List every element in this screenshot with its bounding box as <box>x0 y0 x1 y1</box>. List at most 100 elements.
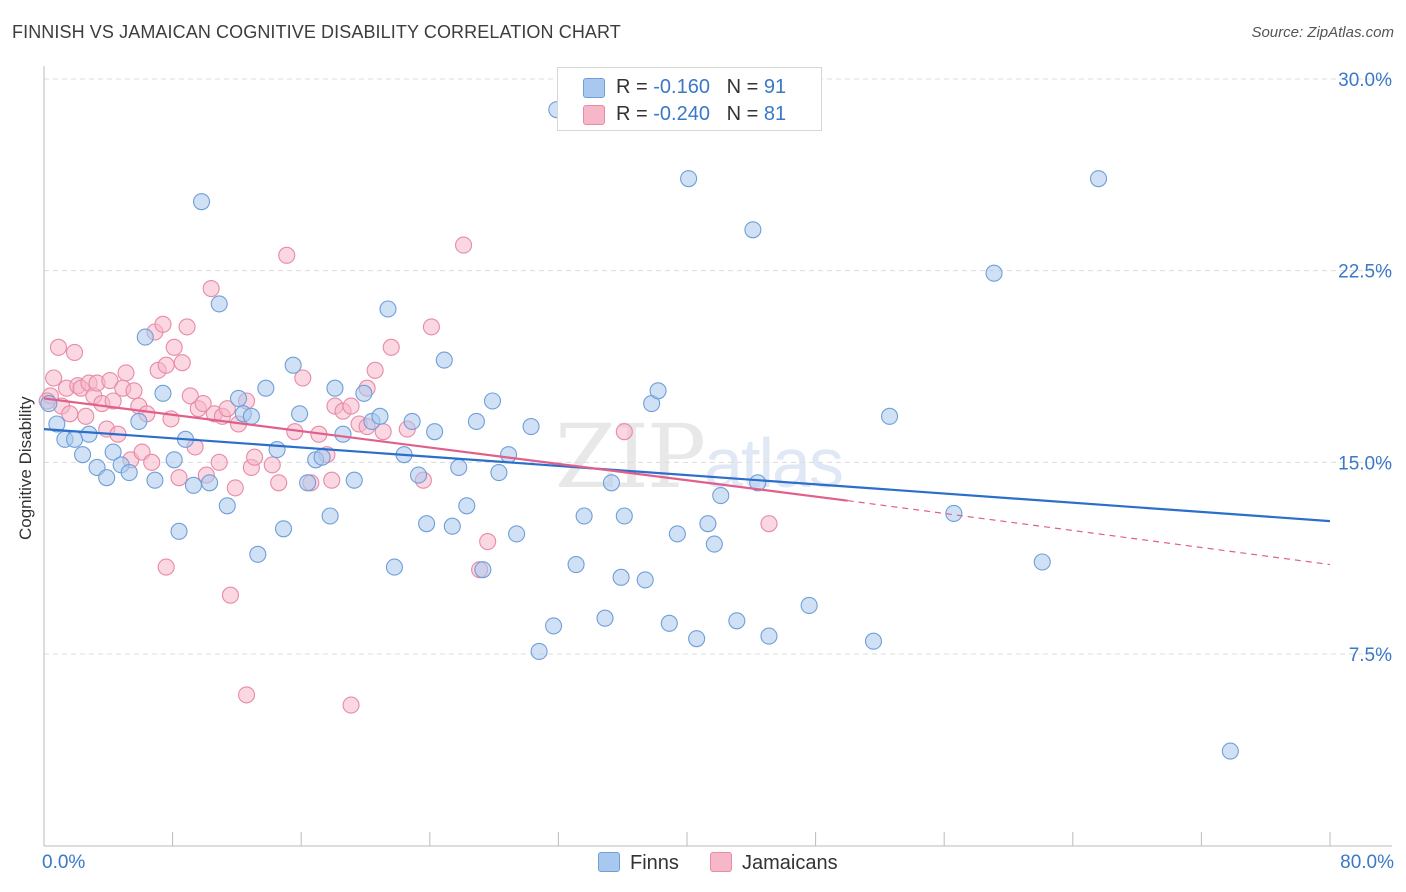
legend-item-jamaicans[interactable]: Jamaicans <box>710 852 838 875</box>
jamaicans-point <box>422 318 440 336</box>
n-value: 91 <box>763 76 787 98</box>
jamaicans-legend-swatch <box>710 852 732 872</box>
r-label: R = <box>616 103 654 125</box>
finns-point <box>575 507 593 525</box>
jamaicans-point <box>342 696 360 714</box>
jamaicans-point <box>104 392 122 410</box>
finns-point <box>500 446 518 464</box>
finns-point <box>490 464 508 482</box>
finns-point <box>483 392 502 410</box>
finns-point <box>80 425 98 443</box>
jamaicans-point <box>178 318 196 336</box>
n-value: 81 <box>763 103 787 125</box>
finns-point <box>545 617 563 635</box>
finns-point <box>242 407 260 425</box>
finns-point <box>749 474 767 492</box>
jamaicans-point <box>157 356 175 374</box>
finns-point <box>435 351 453 369</box>
finns-point <box>249 545 267 563</box>
finns-point <box>257 379 275 397</box>
finns-point <box>120 464 138 482</box>
finns-point <box>165 451 183 469</box>
finns-point <box>744 221 762 239</box>
x-tick-label-min: 0.0% <box>42 852 86 873</box>
finns-point <box>74 446 92 464</box>
n-label: N = <box>726 76 764 98</box>
jamaicans-point <box>77 407 95 425</box>
jamaicans-point <box>278 246 296 264</box>
jamaicans-point <box>170 469 188 487</box>
r-value: -0.240 <box>653 103 710 125</box>
jamaicans-point <box>210 453 228 471</box>
r-label: R = <box>616 76 654 98</box>
finns-point <box>170 522 188 540</box>
finns-point <box>712 487 730 505</box>
jamaicans-point <box>125 382 143 400</box>
source-credit: Source: ZipAtlas.com <box>1251 24 1394 41</box>
finns-point <box>985 264 1003 282</box>
finns-point <box>1033 553 1051 571</box>
finns-point <box>274 520 293 538</box>
finns-point <box>409 466 428 484</box>
finns-point <box>98 469 116 487</box>
finns-point <box>567 556 585 574</box>
finns-point <box>48 415 66 433</box>
jamaicans-point <box>202 280 220 298</box>
jamaicans-trend-line <box>43 397 848 502</box>
jamaicans-point <box>263 456 281 474</box>
finns-point <box>880 407 899 425</box>
finns-point <box>705 535 723 553</box>
finns-point <box>458 497 476 515</box>
stats-legend: R = -0.160 N = 91 R = -0.240 N = 81 <box>557 67 822 131</box>
finns-point <box>184 476 203 494</box>
finns-point <box>680 170 698 188</box>
finns-point <box>450 458 468 476</box>
finns-point <box>403 412 421 430</box>
n-label: N = <box>726 103 764 125</box>
jamaicans-point <box>157 558 175 576</box>
jamaicans-point <box>226 479 244 497</box>
finns-point <box>299 474 317 492</box>
finns-point <box>800 596 818 614</box>
finns-point <box>291 405 309 423</box>
y-axis-label: Cognitive Disability <box>16 396 35 540</box>
jamaicans-point <box>154 315 172 333</box>
finns-point <box>192 193 211 211</box>
jamaicans-point <box>246 448 264 466</box>
jamaicans-point <box>323 471 341 489</box>
finns-point <box>334 425 352 443</box>
jamaicans-point <box>221 586 240 604</box>
finns-point <box>636 571 654 589</box>
finns-point <box>326 379 344 397</box>
finns-point <box>268 441 286 459</box>
finns-point <box>612 568 630 586</box>
finns-point <box>688 630 706 648</box>
stats-legend-row-finns: R = -0.160 N = 91 <box>558 76 821 102</box>
finns-point <box>345 471 363 489</box>
finns-point <box>728 612 746 630</box>
jamaicans-point <box>49 338 68 356</box>
jamaicans-point <box>61 405 79 423</box>
jamaicans-point <box>270 474 288 492</box>
y-tick-label: 22.5% <box>1338 262 1392 283</box>
finns-legend-swatch <box>598 852 620 872</box>
finns-point <box>146 471 164 489</box>
finns-point <box>530 642 548 660</box>
finns-point <box>379 300 397 318</box>
jamaicans-point <box>173 354 191 372</box>
finns-point <box>760 627 778 645</box>
jamaicans-point <box>65 343 84 361</box>
r-value: -0.160 <box>653 76 710 98</box>
finns-point <box>945 504 963 522</box>
watermark-atlas: atlas <box>704 424 844 502</box>
legend-item-finns[interactable]: Finns <box>598 852 679 875</box>
jamaicans-swatch <box>583 105 605 125</box>
finns-point <box>104 443 122 461</box>
jamaicans-point <box>455 236 473 254</box>
watermark: ZIPatlas <box>555 405 844 508</box>
x-tick-label-max: 80.0% <box>1340 852 1394 873</box>
jamaicans-point <box>294 369 312 387</box>
finns-point <box>210 295 228 313</box>
jamaicans-point <box>194 395 212 413</box>
